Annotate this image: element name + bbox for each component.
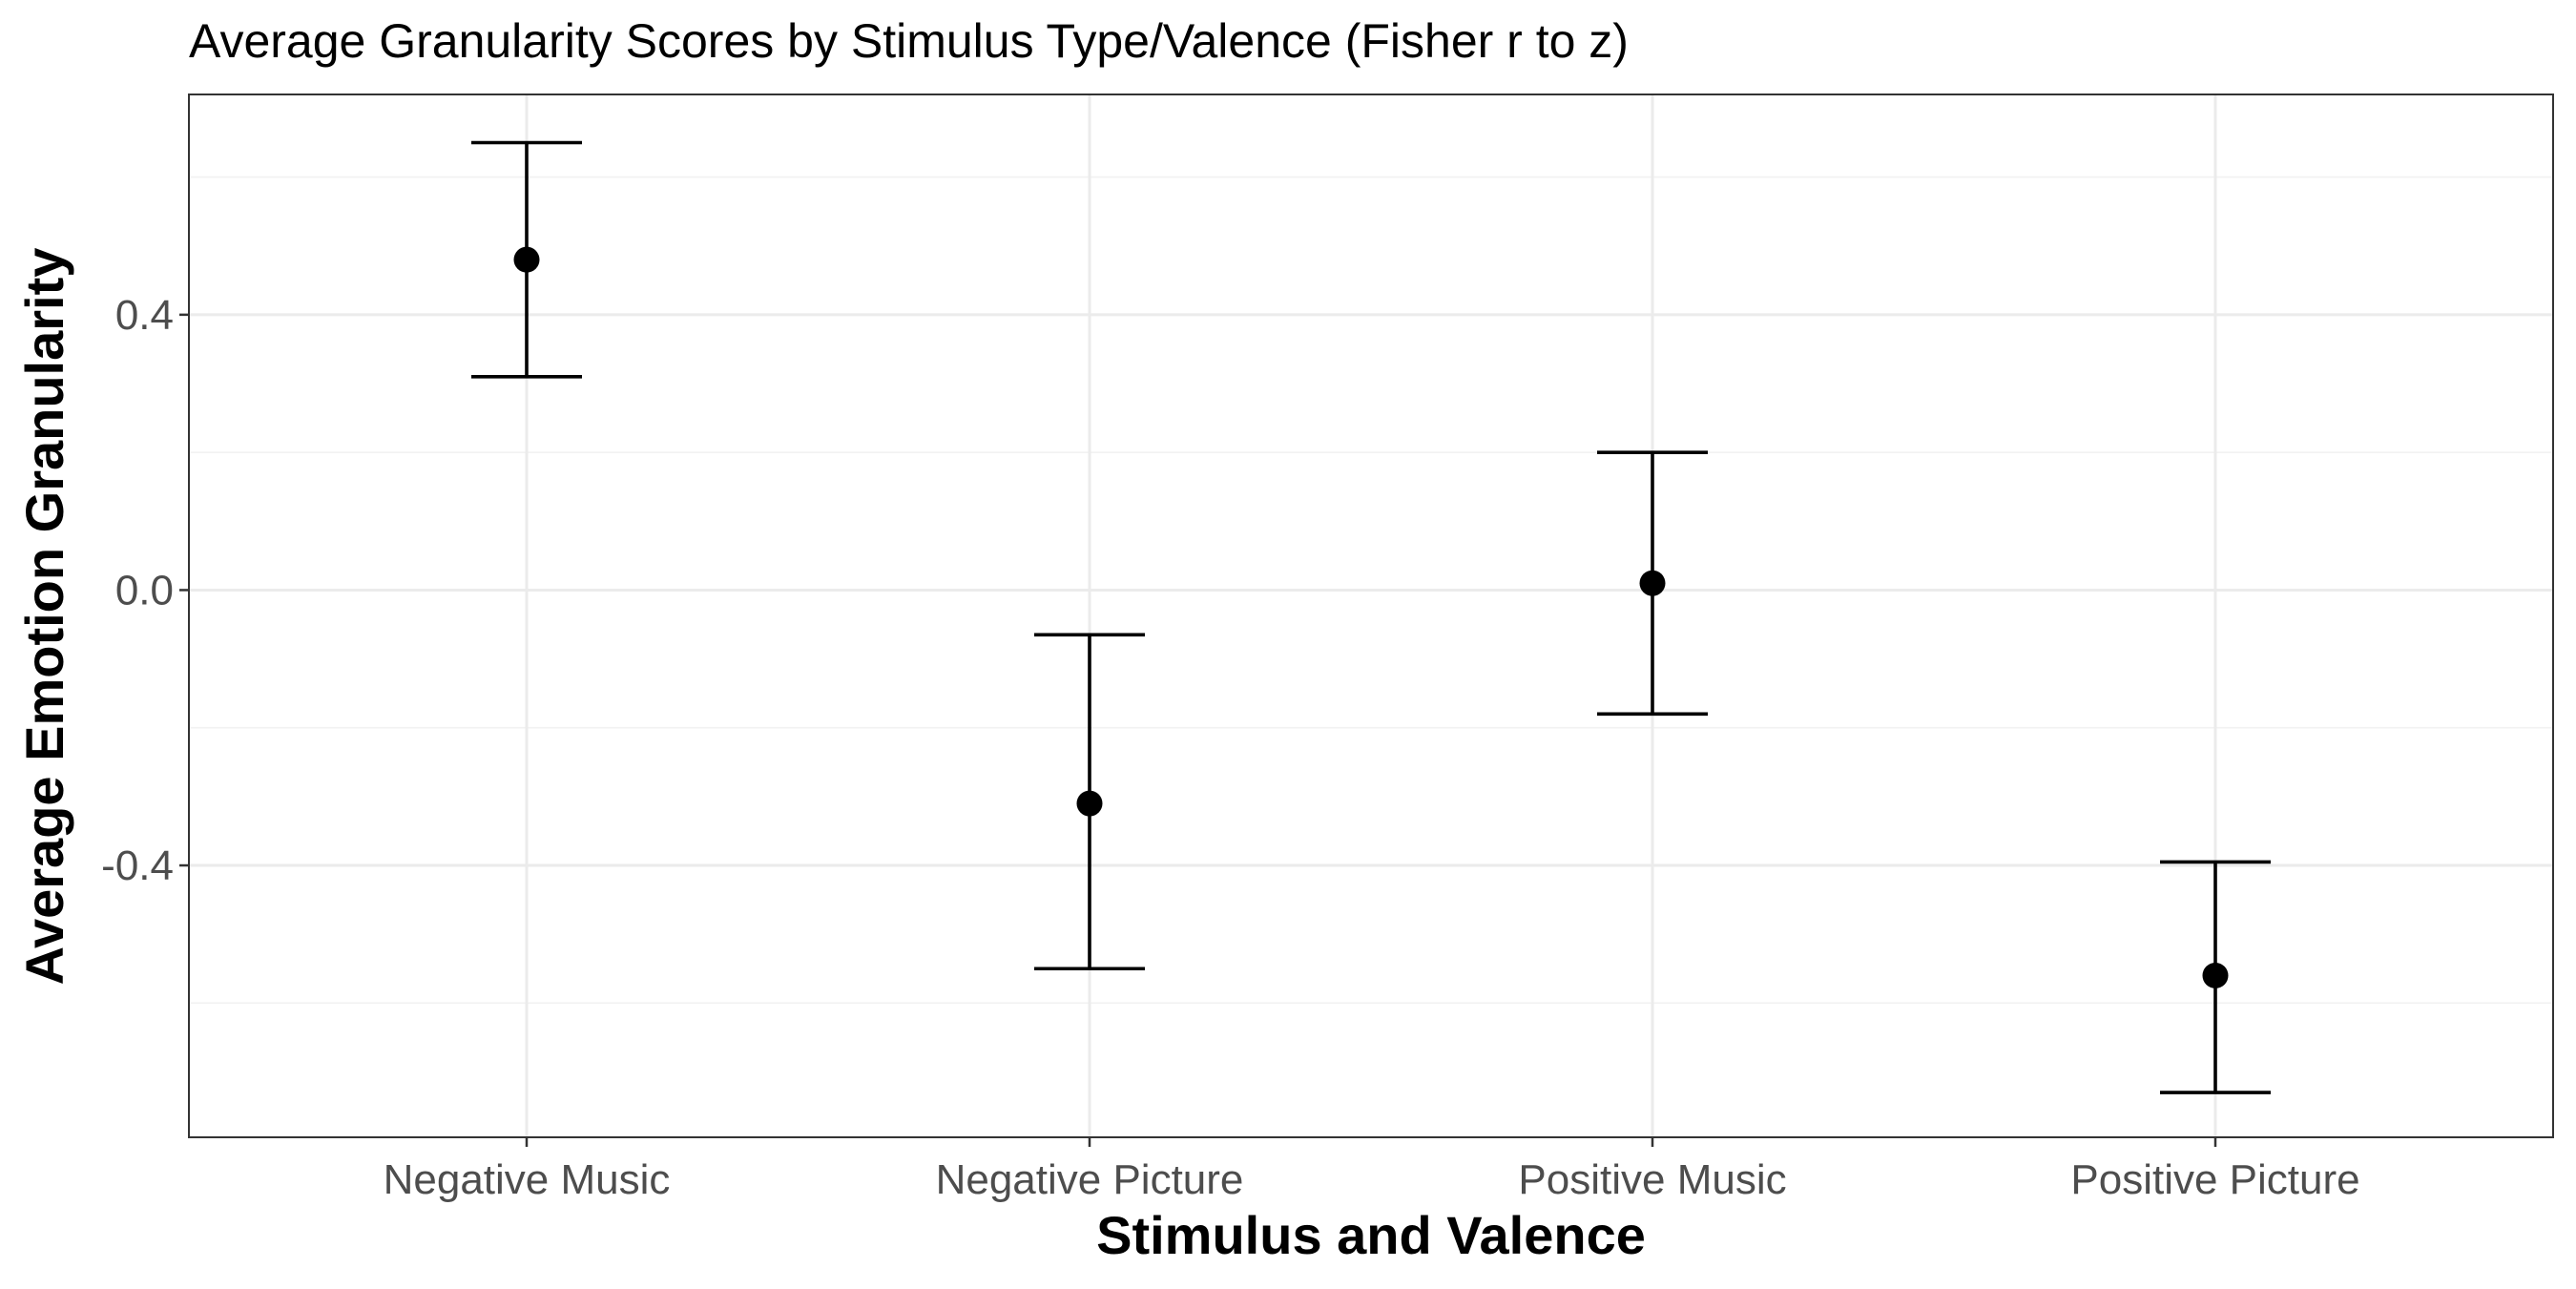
data-point — [1076, 790, 1103, 817]
data-point — [2202, 962, 2229, 988]
data-point — [513, 246, 540, 273]
axis-layer: -0.4 0.0 0.4 Negative Music Negative Picture… — [101, 292, 2359, 1203]
plot-panel — [188, 94, 2554, 1138]
x-tick-label: Positive Music — [1518, 1156, 1786, 1203]
grid-layer — [189, 94, 2553, 1137]
x-axis-title: Stimulus and Valence — [1096, 1205, 1646, 1265]
y-tick-label: 0.0 — [115, 567, 174, 613]
y-tick-label: 0.4 — [115, 292, 174, 339]
x-tick-label: Negative Music — [384, 1156, 671, 1203]
data-point — [1639, 570, 1666, 596]
y-tick-label: -0.4 — [101, 842, 174, 889]
x-tick-label: Negative Picture — [936, 1156, 1244, 1203]
y-axis-title: Average Emotion Granularity — [14, 248, 74, 986]
chart-title: Average Granularity Scores by Stimulus T… — [189, 14, 1629, 68]
x-tick-label: Positive Picture — [2070, 1156, 2359, 1203]
marks-layer — [471, 140, 2271, 1094]
